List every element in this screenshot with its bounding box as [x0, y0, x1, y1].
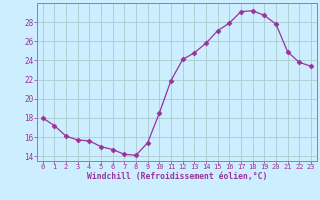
X-axis label: Windchill (Refroidissement éolien,°C): Windchill (Refroidissement éolien,°C): [87, 172, 267, 181]
